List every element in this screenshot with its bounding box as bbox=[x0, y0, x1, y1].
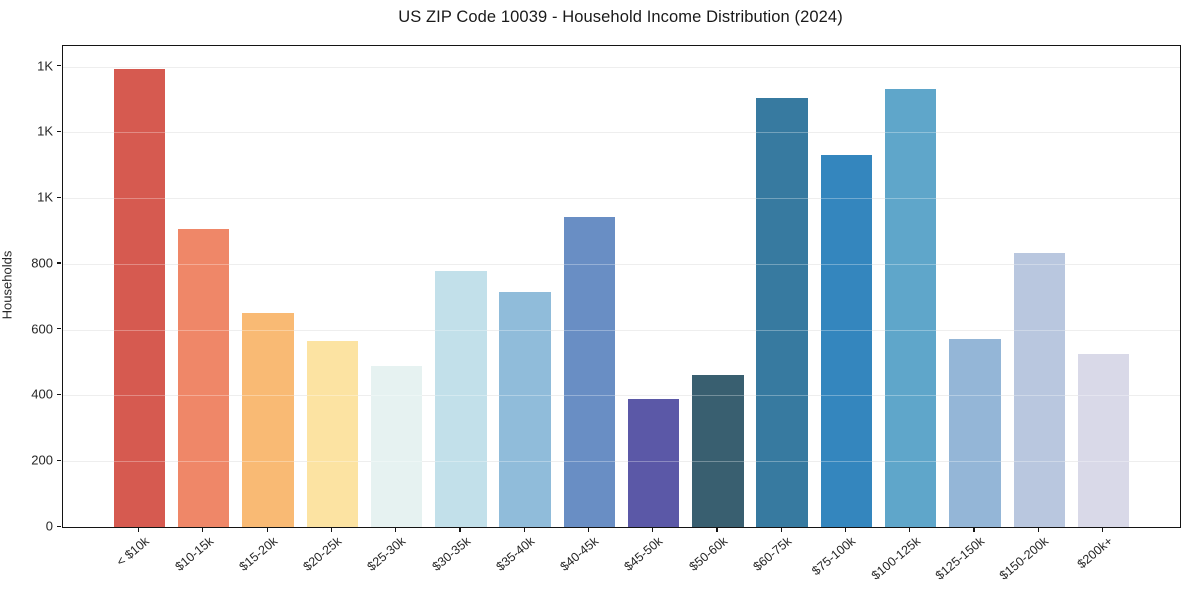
gridline-overlay bbox=[63, 461, 1180, 463]
y-tick-mark bbox=[57, 130, 61, 133]
y-tick-label: 1K bbox=[37, 123, 53, 139]
gridline-overlay bbox=[63, 329, 1180, 331]
gridline bbox=[63, 198, 1180, 200]
gridline bbox=[63, 263, 1180, 265]
x-tick-label: $10-15k bbox=[172, 534, 216, 574]
x-tick-mark bbox=[587, 527, 590, 532]
x-tick-mark bbox=[780, 527, 782, 532]
y-tick-label: 800 bbox=[31, 255, 53, 271]
x-tick-label: $200k+ bbox=[1074, 534, 1116, 572]
x-tick-mark bbox=[523, 527, 525, 532]
gridline-overlay bbox=[63, 132, 1180, 134]
gridline-overlay bbox=[63, 66, 1180, 68]
x-tick-label: < $10k bbox=[113, 534, 152, 570]
bar bbox=[820, 154, 873, 527]
x-tick-mark bbox=[137, 527, 140, 532]
y-tick-label: 400 bbox=[31, 386, 53, 402]
bar bbox=[627, 398, 680, 527]
y-tick-label: 1K bbox=[37, 58, 53, 74]
x-tick-label: $25-30k bbox=[364, 534, 409, 574]
y-tick-mark bbox=[57, 459, 61, 461]
y-tick-mark bbox=[57, 328, 61, 330]
bar bbox=[113, 69, 166, 527]
y-tick-mark bbox=[57, 262, 61, 264]
x-tick-mark bbox=[844, 527, 847, 532]
bar bbox=[370, 366, 423, 527]
y-tick-label: 200 bbox=[31, 452, 53, 468]
x-tick-label: $100-125k bbox=[868, 534, 923, 583]
x-tick-mark bbox=[266, 527, 268, 532]
x-tick-label: $15-20k bbox=[236, 534, 281, 574]
x-tick-label: $125-150k bbox=[932, 534, 987, 583]
x-tick-mark bbox=[909, 527, 911, 532]
y-tick-mark bbox=[57, 65, 61, 67]
x-tick-label: $20-25k bbox=[300, 534, 345, 574]
gridline bbox=[63, 132, 1180, 134]
y-tick-label: 0 bbox=[45, 518, 53, 534]
x-tick-label: $150-200k bbox=[996, 534, 1052, 583]
bar bbox=[692, 375, 744, 527]
gridline bbox=[63, 66, 1180, 68]
chart-title: US ZIP Code 10039 - Household Income Dis… bbox=[398, 8, 843, 26]
bar bbox=[306, 340, 358, 527]
x-tick-label: $30-35k bbox=[429, 534, 473, 574]
gridline-overlay bbox=[63, 263, 1180, 265]
bar bbox=[756, 98, 808, 527]
x-tick-mark bbox=[330, 527, 332, 532]
x-tick-mark bbox=[1102, 527, 1104, 532]
x-tick-mark bbox=[973, 527, 975, 532]
y-tick-mark bbox=[57, 196, 61, 198]
x-tick-mark bbox=[652, 527, 654, 532]
gridline bbox=[63, 395, 1180, 397]
x-tick-mark bbox=[716, 527, 718, 532]
x-tick-label: $40-45k bbox=[557, 534, 602, 574]
x-tick-label: $50-60k bbox=[686, 534, 730, 574]
bar bbox=[885, 88, 937, 527]
bar bbox=[499, 291, 551, 527]
y-tick-mark bbox=[57, 525, 61, 527]
gridline bbox=[63, 461, 1180, 463]
x-tick-label: $35-40k bbox=[493, 534, 538, 574]
y-tick-label: 1K bbox=[37, 189, 53, 205]
y-tick-label: 600 bbox=[31, 321, 53, 337]
gridline bbox=[63, 329, 1180, 331]
gridline-overlay bbox=[63, 395, 1180, 397]
x-tick-mark bbox=[1037, 527, 1039, 532]
plot-area bbox=[62, 45, 1181, 528]
bar bbox=[949, 339, 1001, 527]
x-tick-label: $75-100k bbox=[809, 534, 859, 579]
x-tick-mark bbox=[202, 527, 204, 532]
bar bbox=[435, 270, 487, 527]
x-tick-mark bbox=[459, 527, 461, 532]
gridline-overlay bbox=[63, 198, 1180, 200]
bar bbox=[242, 313, 294, 527]
bar bbox=[1077, 354, 1130, 527]
x-tick-label: $60-75k bbox=[750, 534, 795, 574]
x-tick-mark bbox=[395, 527, 397, 532]
x-tick-label: $45-50k bbox=[622, 534, 666, 574]
bar bbox=[178, 229, 230, 527]
y-tick-mark bbox=[57, 393, 61, 396]
bar bbox=[563, 216, 616, 527]
bar bbox=[1013, 253, 1065, 527]
